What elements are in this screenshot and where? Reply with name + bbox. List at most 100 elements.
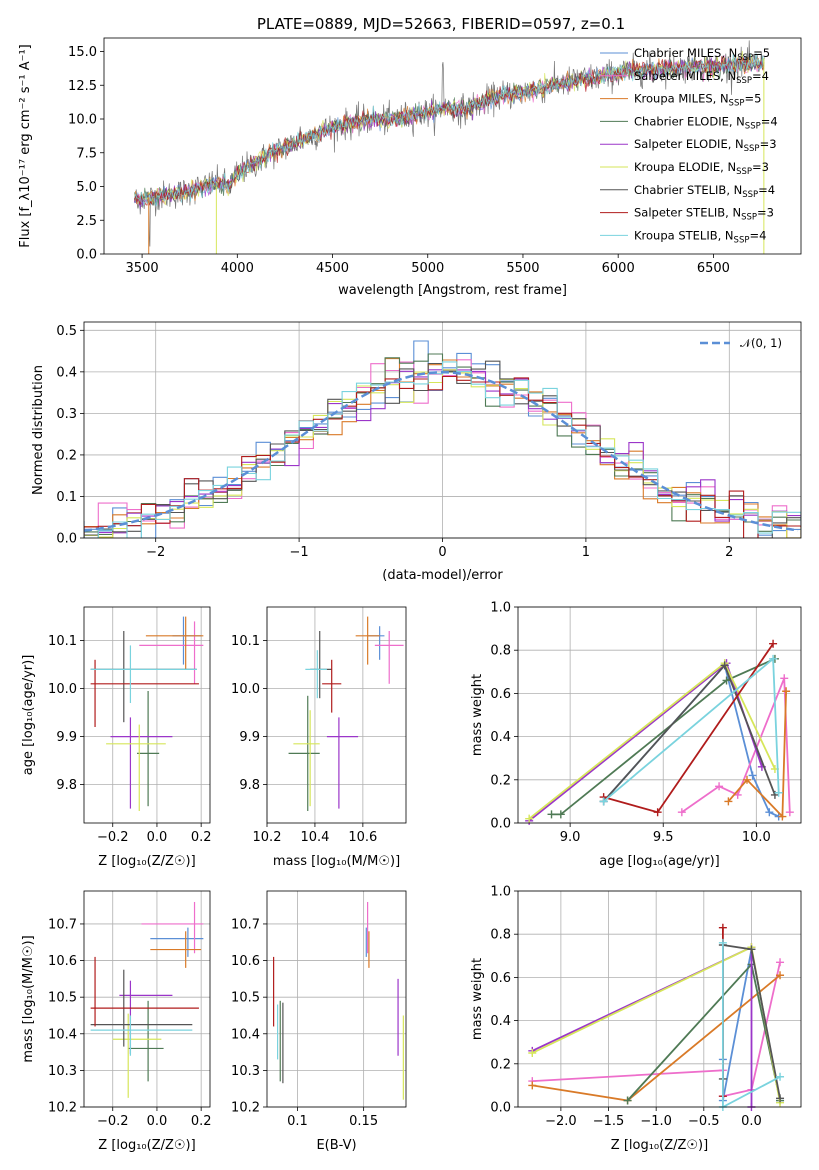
weight-vs-Z-point-salpeter-miles (776, 958, 785, 967)
mass-vs-EBV-chart: 0.1 0.15 10.2 10.3 10.4 10.5 10.6 10.7 E(B-V) (231, 890, 407, 1153)
spectrum-lines (134, 40, 765, 254)
histogram-xtick-label: 2 (725, 545, 733, 560)
weight-vs-age-ytick-label: 0.6 (490, 687, 511, 702)
weight-vs-age-point-kroupa-elodie (525, 814, 534, 823)
spectrum-xtick-label: 5000 (411, 261, 444, 276)
weight-vs-age-point-kroupa-miles (724, 797, 733, 806)
spectrum-chart: 3500 4000 4500 5000 5500 6000 6500 0.0 2.5 5.0 7.5… (18, 37, 802, 298)
weight-vs-age-series-chabrier-elodie (551, 657, 776, 816)
weight-vs-Z-point-chabrier-elodie (623, 1096, 632, 1105)
weight-vs-age-series-kroupa-miles (727, 691, 787, 819)
mass-vs-EBV-ytick-label: 10.3 (231, 1064, 260, 1079)
weight-vs-Z-ytick-label: 1.0 (490, 885, 511, 900)
spectrum-xtick-label: 4500 (316, 261, 349, 276)
legend-entry-chabrier-elodie: Chabrier ELODIE, NSSP=4 (634, 114, 778, 131)
age-vs-Z-ylabel: age [log₁₀(age/yr)] (21, 655, 36, 776)
weight-vs-age-xlabel: age [log₁₀(age/yr)] (599, 854, 720, 869)
weight-vs-Z-frame (517, 890, 802, 1108)
weight-vs-age-ytick-label: 0.2 (490, 773, 511, 788)
weight-vs-age-xtick-label: 9.0 (560, 830, 581, 845)
spectrum-ytick-label: 0.0 (76, 248, 97, 263)
histogram-xtick-label: −1 (290, 545, 309, 560)
charts-layer: 3500 4000 4500 5000 5500 6000 6500 0.0 2.5 5.0 7.5… (18, 37, 802, 1153)
weight-vs-Z-point-kroupa-miles (776, 971, 785, 980)
weight-vs-Z-xtick-label: −2.0 (545, 1114, 577, 1129)
mass-vs-EBV-ytick-label: 10.6 (231, 954, 260, 969)
histogram-ytick-label: 0.1 (56, 490, 77, 505)
spectrum-title: PLATE=0889, MJD=52663, FIBERID=0597, z=0… (257, 15, 625, 33)
weight-vs-age-point-salpeter-stelib (769, 639, 778, 648)
spectrum-ytick-label: 2.5 (76, 214, 97, 229)
spectrum-ylabel: Flux [f_λ10⁻¹⁷ erg cm⁻² s⁻¹ A⁻¹] (18, 44, 33, 248)
age-vs-mass-ytick-label: 9.9 (239, 730, 260, 745)
weight-vs-Z-point-kroupa-stelib (776, 1072, 785, 1081)
age-vs-mass-xtick-label: 10.2 (253, 830, 282, 845)
age-vs-Z-ytick-label: 9.9 (56, 730, 77, 745)
age-vs-Z-xlabel: Z [log₁₀(Z/Z☉)] (98, 854, 195, 869)
weight-vs-Z-xlabel: Z [log₁₀(Z/Z☉)] (611, 1138, 708, 1153)
spectrum-ytick-label: 10.0 (68, 113, 97, 128)
mass-vs-Z-xtick-label: 0.2 (191, 1114, 212, 1129)
histogram-ytick-label: 0.4 (56, 365, 77, 380)
weight-vs-age-ytick-label: 1.0 (490, 601, 511, 616)
weight-vs-age-point-kroupa-miles (743, 775, 752, 784)
weight-vs-age-xtick-label: 10.0 (742, 830, 771, 845)
mass-vs-Z-frame (83, 890, 211, 1108)
weight-vs-Z-xtick-label: −1.0 (640, 1114, 672, 1129)
weight-vs-age-point-salpeter-miles (715, 782, 724, 791)
mass-vs-EBV-ytick-label: 10.4 (231, 1027, 260, 1042)
weight-vs-Z-point-kroupa-miles (528, 1081, 537, 1090)
age-vs-mass-xtick-label: 10.4 (300, 830, 329, 845)
weight-vs-age-point-salpeter-miles (780, 674, 789, 683)
weight-vs-Z-xtick-label: −0.5 (688, 1114, 720, 1129)
weight-vs-age-point-kroupa-miles (782, 687, 791, 696)
histogram-step-salpeter-stelib (84, 375, 801, 538)
weight-vs-Z-xtick-label: −1.5 (593, 1114, 625, 1129)
age-vs-mass-xlabel: mass [log₁₀(M/M☉)] (273, 854, 400, 869)
legend-entry-kroupa-elodie: Kroupa ELODIE, NSSP=3 (634, 160, 769, 177)
histogram-chart: −2 −1 0 1 2 0.0 0.1 0.2 0.3 0.4 0.5 (data-model)/er… (31, 321, 802, 583)
histogram-ylabel: Normed distribution (31, 365, 46, 495)
age-vs-Z-ytick-label: 10.1 (48, 634, 77, 649)
legend-entry-kroupa-stelib: Kroupa STELIB, NSSP=4 (634, 228, 766, 245)
age-vs-Z-frame (83, 606, 211, 824)
mass-vs-Z-ytick-label: 10.5 (48, 991, 77, 1006)
mass-vs-Z-chart: −0.2 0.0 0.2 10.2 10.3 10.4 10.5 10.6 10.7 Z [log… (21, 890, 212, 1153)
weight-vs-Z-ylabel: mass weight (470, 958, 485, 1040)
weight-vs-Z-ytick-label: 0.2 (490, 1057, 511, 1072)
spectrum-xtick-label: 3500 (126, 261, 159, 276)
age-vs-Z-ytick-label: 10.0 (48, 682, 77, 697)
spectrum-ytick-label: 7.5 (76, 146, 97, 161)
weight-vs-age-frame (517, 606, 802, 824)
mass-vs-Z-xtick-label: −0.2 (97, 1114, 129, 1129)
mass-vs-Z-ytick-label: 10.4 (48, 1027, 77, 1042)
weight-vs-age-chart: 9.0 9.5 10.0 0.0 0.2 0.4 0.6 0.8 1.0 age [log₁₀(a… (470, 601, 802, 869)
weight-vs-age-ylabel: mass weight (470, 674, 485, 756)
histogram-normal-curve (84, 371, 799, 532)
mass-vs-EBV-frame (266, 890, 407, 1108)
weight-vs-age-ytick-label: 0.8 (490, 644, 511, 659)
histogram-xtick-label: 1 (582, 545, 590, 560)
weight-vs-Z-point-kroupa-elodie (528, 1049, 537, 1057)
legend-entry-salpeter-stelib: Salpeter STELIB, NSSP=3 (634, 206, 774, 223)
age-vs-Z-xtick-label: 0.2 (191, 830, 212, 845)
legend-entry-salpeter-miles: Salpeter MILES, NSSP=4 (634, 69, 769, 86)
age-vs-Z-ytick-label: 9.8 (56, 778, 77, 793)
histogram-xlabel: (data-model)/error (382, 568, 503, 583)
spectrum-ytick-label: 12.5 (68, 79, 97, 94)
weight-vs-age-point-chabrier-elodie (556, 810, 565, 819)
histogram-ytick-label: 0.5 (56, 324, 77, 339)
age-vs-mass-chart: 10.2 10.4 10.6 9.8 9.9 10.0 10.1 mass [log₁₀(M/… (231, 606, 407, 869)
histogram-ytick-label: 0.3 (56, 407, 77, 422)
mass-vs-Z-ytick-label: 10.7 (48, 917, 77, 932)
weight-vs-Z-point-chabrier-stelib (747, 945, 756, 954)
legend-entry-normal: 𝒩(0, 1) (740, 336, 782, 350)
age-vs-mass-ytick-label: 10.0 (231, 682, 260, 697)
age-vs-Z-xtick-label: 0.0 (147, 830, 168, 845)
weight-vs-age-point-kroupa-stelib (599, 797, 608, 806)
mass-vs-EBV-ytick-label: 10.2 (231, 1101, 260, 1116)
weight-vs-Z-point-salpeter-stelib (718, 923, 727, 932)
legend-entry-kroupa-miles: Kroupa MILES, NSSP=5 (634, 92, 761, 109)
